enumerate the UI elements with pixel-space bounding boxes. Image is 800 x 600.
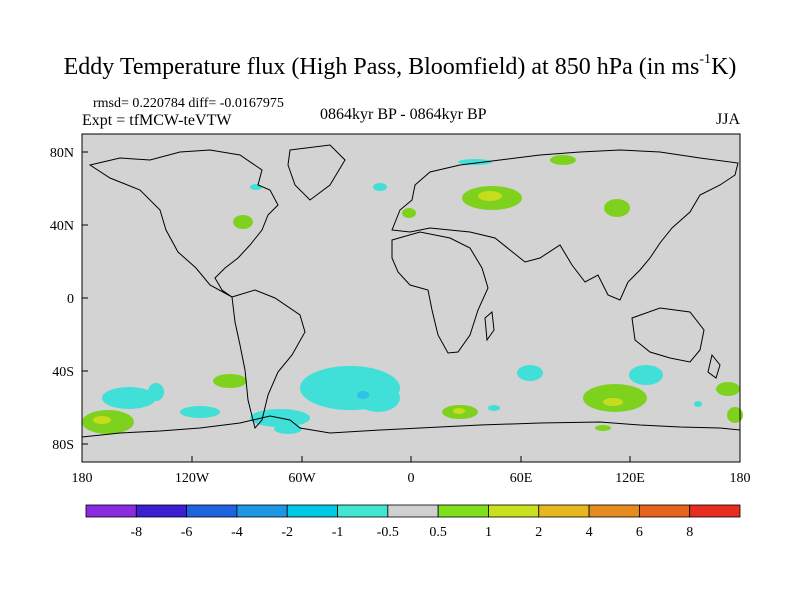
map-title: Eddy Temperature flux (High Pass, Bloomf… <box>63 52 737 80</box>
colorbar-label: -1 <box>332 525 344 540</box>
colorbar-label: -4 <box>231 525 243 540</box>
lon-label: 60E <box>510 471 533 486</box>
negative-region <box>148 383 164 401</box>
light-blue-region <box>357 391 369 399</box>
colorbar-labels: -8 -6 -4 -2 -1 -0.5 0.5 1 2 4 6 8 <box>130 525 693 540</box>
coastlines <box>81 144 741 438</box>
colorbar-label: 2 <box>535 525 542 540</box>
lon-label: 120E <box>615 471 645 486</box>
colorbar-label: -2 <box>281 525 293 540</box>
colorbar-swatch <box>488 504 540 518</box>
lon-label: 180 <box>730 471 751 486</box>
positive-region <box>716 382 740 396</box>
colorbar-label: -8 <box>130 525 142 540</box>
negative-region <box>458 159 492 165</box>
colorbar-swatch <box>135 504 188 518</box>
rmsd-diff-stats: rmsd= 0.220784 diff= -0.0167975 <box>93 96 284 111</box>
anomaly-regions <box>82 155 743 434</box>
lon-label: 180 <box>72 471 93 486</box>
colorbar-swatch <box>236 504 288 518</box>
colorbar-label: 8 <box>686 525 693 540</box>
negative-region <box>488 405 500 411</box>
colorbar-label: 6 <box>636 525 643 540</box>
colorbar-swatch <box>286 504 338 518</box>
colorbar-label: 1 <box>485 525 492 540</box>
experiment-label: Expt = tfMCW-teVTW <box>82 112 232 129</box>
lat-label: 0 <box>67 292 74 307</box>
negative-region <box>629 365 663 385</box>
positive-region <box>550 155 576 165</box>
negative-region <box>102 387 156 409</box>
negative-region <box>274 424 302 434</box>
lat-label: 80N <box>50 146 74 161</box>
axis-ticks <box>81 151 741 462</box>
yellow-region <box>478 191 502 201</box>
lon-label: 120W <box>175 471 210 486</box>
yellow-region <box>93 416 111 424</box>
positive-region <box>583 384 647 412</box>
colorbar-swatch <box>689 504 741 518</box>
negative-region <box>356 384 400 412</box>
colorbar-label: 0.5 <box>429 525 447 540</box>
yellow-region <box>603 398 623 406</box>
lon-label: 60W <box>288 471 316 486</box>
negative-region <box>180 406 220 418</box>
positive-region <box>727 407 743 423</box>
lat-label: 80S <box>52 438 74 453</box>
colorbar-swatch <box>437 504 489 518</box>
colorbar <box>85 504 741 518</box>
positive-region <box>233 215 253 229</box>
lat-label: 40N <box>50 219 74 234</box>
negative-region <box>250 184 262 190</box>
positive-region <box>595 425 611 431</box>
season-label: JJA <box>716 111 741 128</box>
colorbar-swatch <box>337 504 389 518</box>
colorbar-swatch <box>186 504 238 518</box>
colorbar-label: -0.5 <box>377 525 399 540</box>
positive-region <box>213 374 247 388</box>
colorbar-swatch <box>387 504 439 518</box>
period-label: 0864kyr BP - 0864kyr BP <box>320 106 487 123</box>
colorbar-swatch <box>588 504 640 518</box>
colorbar-label: -6 <box>181 525 193 540</box>
yellow-region <box>453 408 465 414</box>
positive-region <box>604 199 630 217</box>
colorbar-label: 4 <box>586 525 593 540</box>
colorbar-swatch <box>85 504 137 518</box>
lon-label: 0 <box>408 471 415 486</box>
negative-region <box>373 183 387 191</box>
positive-region <box>402 208 416 218</box>
colorbar-swatch <box>638 504 691 518</box>
latitude-labels: 80N 40N 0 40S 80S <box>50 146 74 453</box>
negative-region <box>517 365 543 381</box>
colorbar-swatch <box>538 504 590 518</box>
lat-label: 40S <box>52 365 74 380</box>
negative-region <box>694 401 702 407</box>
longitude-labels: 180 120W 60W 0 60E 120E 180 <box>72 471 751 486</box>
